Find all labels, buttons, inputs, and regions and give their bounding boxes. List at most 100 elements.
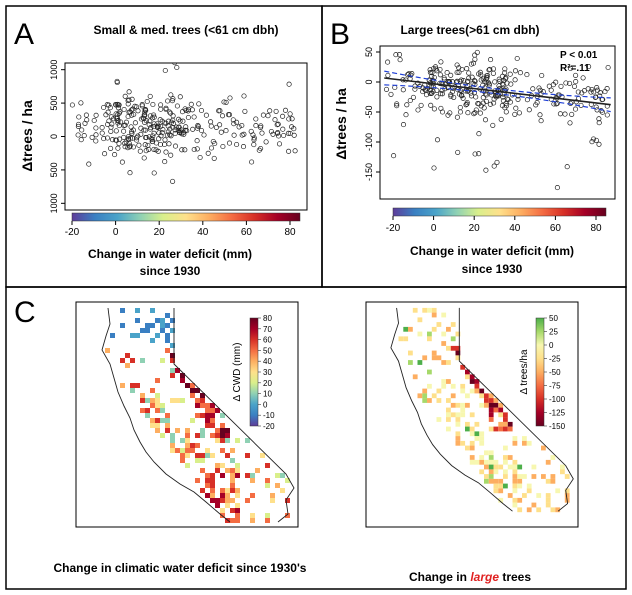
data-point — [86, 161, 92, 167]
data-point — [420, 89, 426, 95]
data-point — [234, 141, 240, 148]
map-cell — [507, 426, 513, 432]
map-cell — [270, 493, 275, 498]
data-point — [383, 86, 390, 92]
map-cell — [493, 464, 499, 470]
data-point — [564, 164, 570, 170]
panel-b-xlabel-line1: Change in water deficit (mm) — [410, 244, 574, 258]
data-point — [533, 102, 539, 108]
legend-tick-label: -10 — [263, 411, 275, 420]
data-point — [507, 71, 513, 77]
data-point — [396, 52, 403, 58]
map-cell — [155, 423, 160, 428]
data-point — [168, 92, 174, 98]
data-point — [109, 121, 115, 127]
data-point — [286, 116, 292, 122]
map-cell — [250, 518, 255, 523]
data-point — [158, 102, 164, 108]
map-cell — [517, 474, 523, 479]
data-point — [465, 110, 471, 116]
data-point — [567, 80, 573, 86]
map-cell — [488, 402, 494, 408]
y-tick-label: 1000 — [49, 60, 59, 80]
data-point — [472, 110, 478, 116]
data-point — [508, 81, 514, 87]
map-cell — [431, 393, 437, 399]
map-cell — [170, 443, 175, 448]
data-point — [593, 137, 599, 143]
data-point — [129, 130, 135, 136]
legend-tick-label: -125 — [549, 409, 566, 418]
map-cell — [441, 379, 447, 384]
data-point — [212, 140, 218, 147]
data-point — [451, 94, 457, 100]
data-point — [431, 165, 437, 171]
data-point — [473, 94, 479, 100]
data-point — [119, 159, 125, 165]
panel-a-ylabel: Δtrees / ha — [19, 100, 35, 172]
map-cell — [195, 403, 200, 408]
data-point — [507, 99, 513, 105]
map-cell — [536, 507, 542, 513]
data-point — [170, 96, 176, 102]
data-point — [492, 79, 498, 85]
map-cell — [205, 448, 210, 453]
map-cell — [200, 433, 205, 438]
map-cell — [285, 478, 290, 483]
data-point — [230, 117, 236, 123]
data-point — [253, 123, 259, 129]
map-cell — [488, 426, 494, 432]
map-cell — [200, 453, 205, 458]
data-point — [183, 124, 189, 130]
data-point — [156, 130, 162, 136]
map-cell — [441, 341, 447, 346]
map-cell — [550, 507, 556, 513]
data-point — [477, 69, 483, 75]
data-point — [208, 145, 215, 151]
data-point — [270, 131, 276, 137]
data-point — [89, 134, 95, 140]
data-point — [604, 112, 610, 118]
data-point — [253, 116, 259, 122]
map-cell — [398, 336, 404, 342]
data-point — [138, 116, 144, 122]
data-point — [415, 80, 421, 86]
data-point — [128, 124, 134, 130]
data-point — [586, 64, 592, 70]
data-point — [581, 88, 587, 94]
map-cell — [195, 478, 200, 483]
map-cell — [150, 388, 155, 393]
map-cell — [220, 493, 225, 498]
map-cell — [446, 412, 451, 418]
map-cell — [160, 403, 165, 408]
data-point — [256, 147, 262, 153]
map-cell — [479, 469, 485, 475]
map-cell — [205, 413, 210, 418]
map-cell — [235, 438, 240, 443]
data-point — [287, 111, 293, 117]
data-point — [93, 132, 99, 138]
data-point — [226, 140, 233, 146]
map-cell — [507, 493, 513, 498]
map-cell — [200, 428, 205, 433]
map-cell — [230, 468, 235, 473]
map-cell — [215, 503, 220, 508]
data-point — [513, 105, 519, 111]
map-cell — [427, 383, 432, 389]
legend-tick-label: 70 — [263, 325, 272, 334]
data-point — [496, 76, 502, 82]
data-point — [75, 121, 82, 127]
map-cell — [408, 350, 413, 356]
map-cell — [230, 458, 235, 463]
map-cell — [455, 355, 461, 361]
map-cell — [460, 364, 466, 370]
data-point — [162, 137, 168, 143]
data-point — [487, 101, 493, 107]
map-cell — [503, 421, 508, 427]
data-point — [516, 110, 522, 116]
map-cell — [195, 398, 200, 403]
data-point — [258, 123, 264, 129]
map-cell — [220, 488, 225, 493]
panel-a-plot-area — [64, 62, 308, 211]
data-point — [167, 126, 173, 132]
